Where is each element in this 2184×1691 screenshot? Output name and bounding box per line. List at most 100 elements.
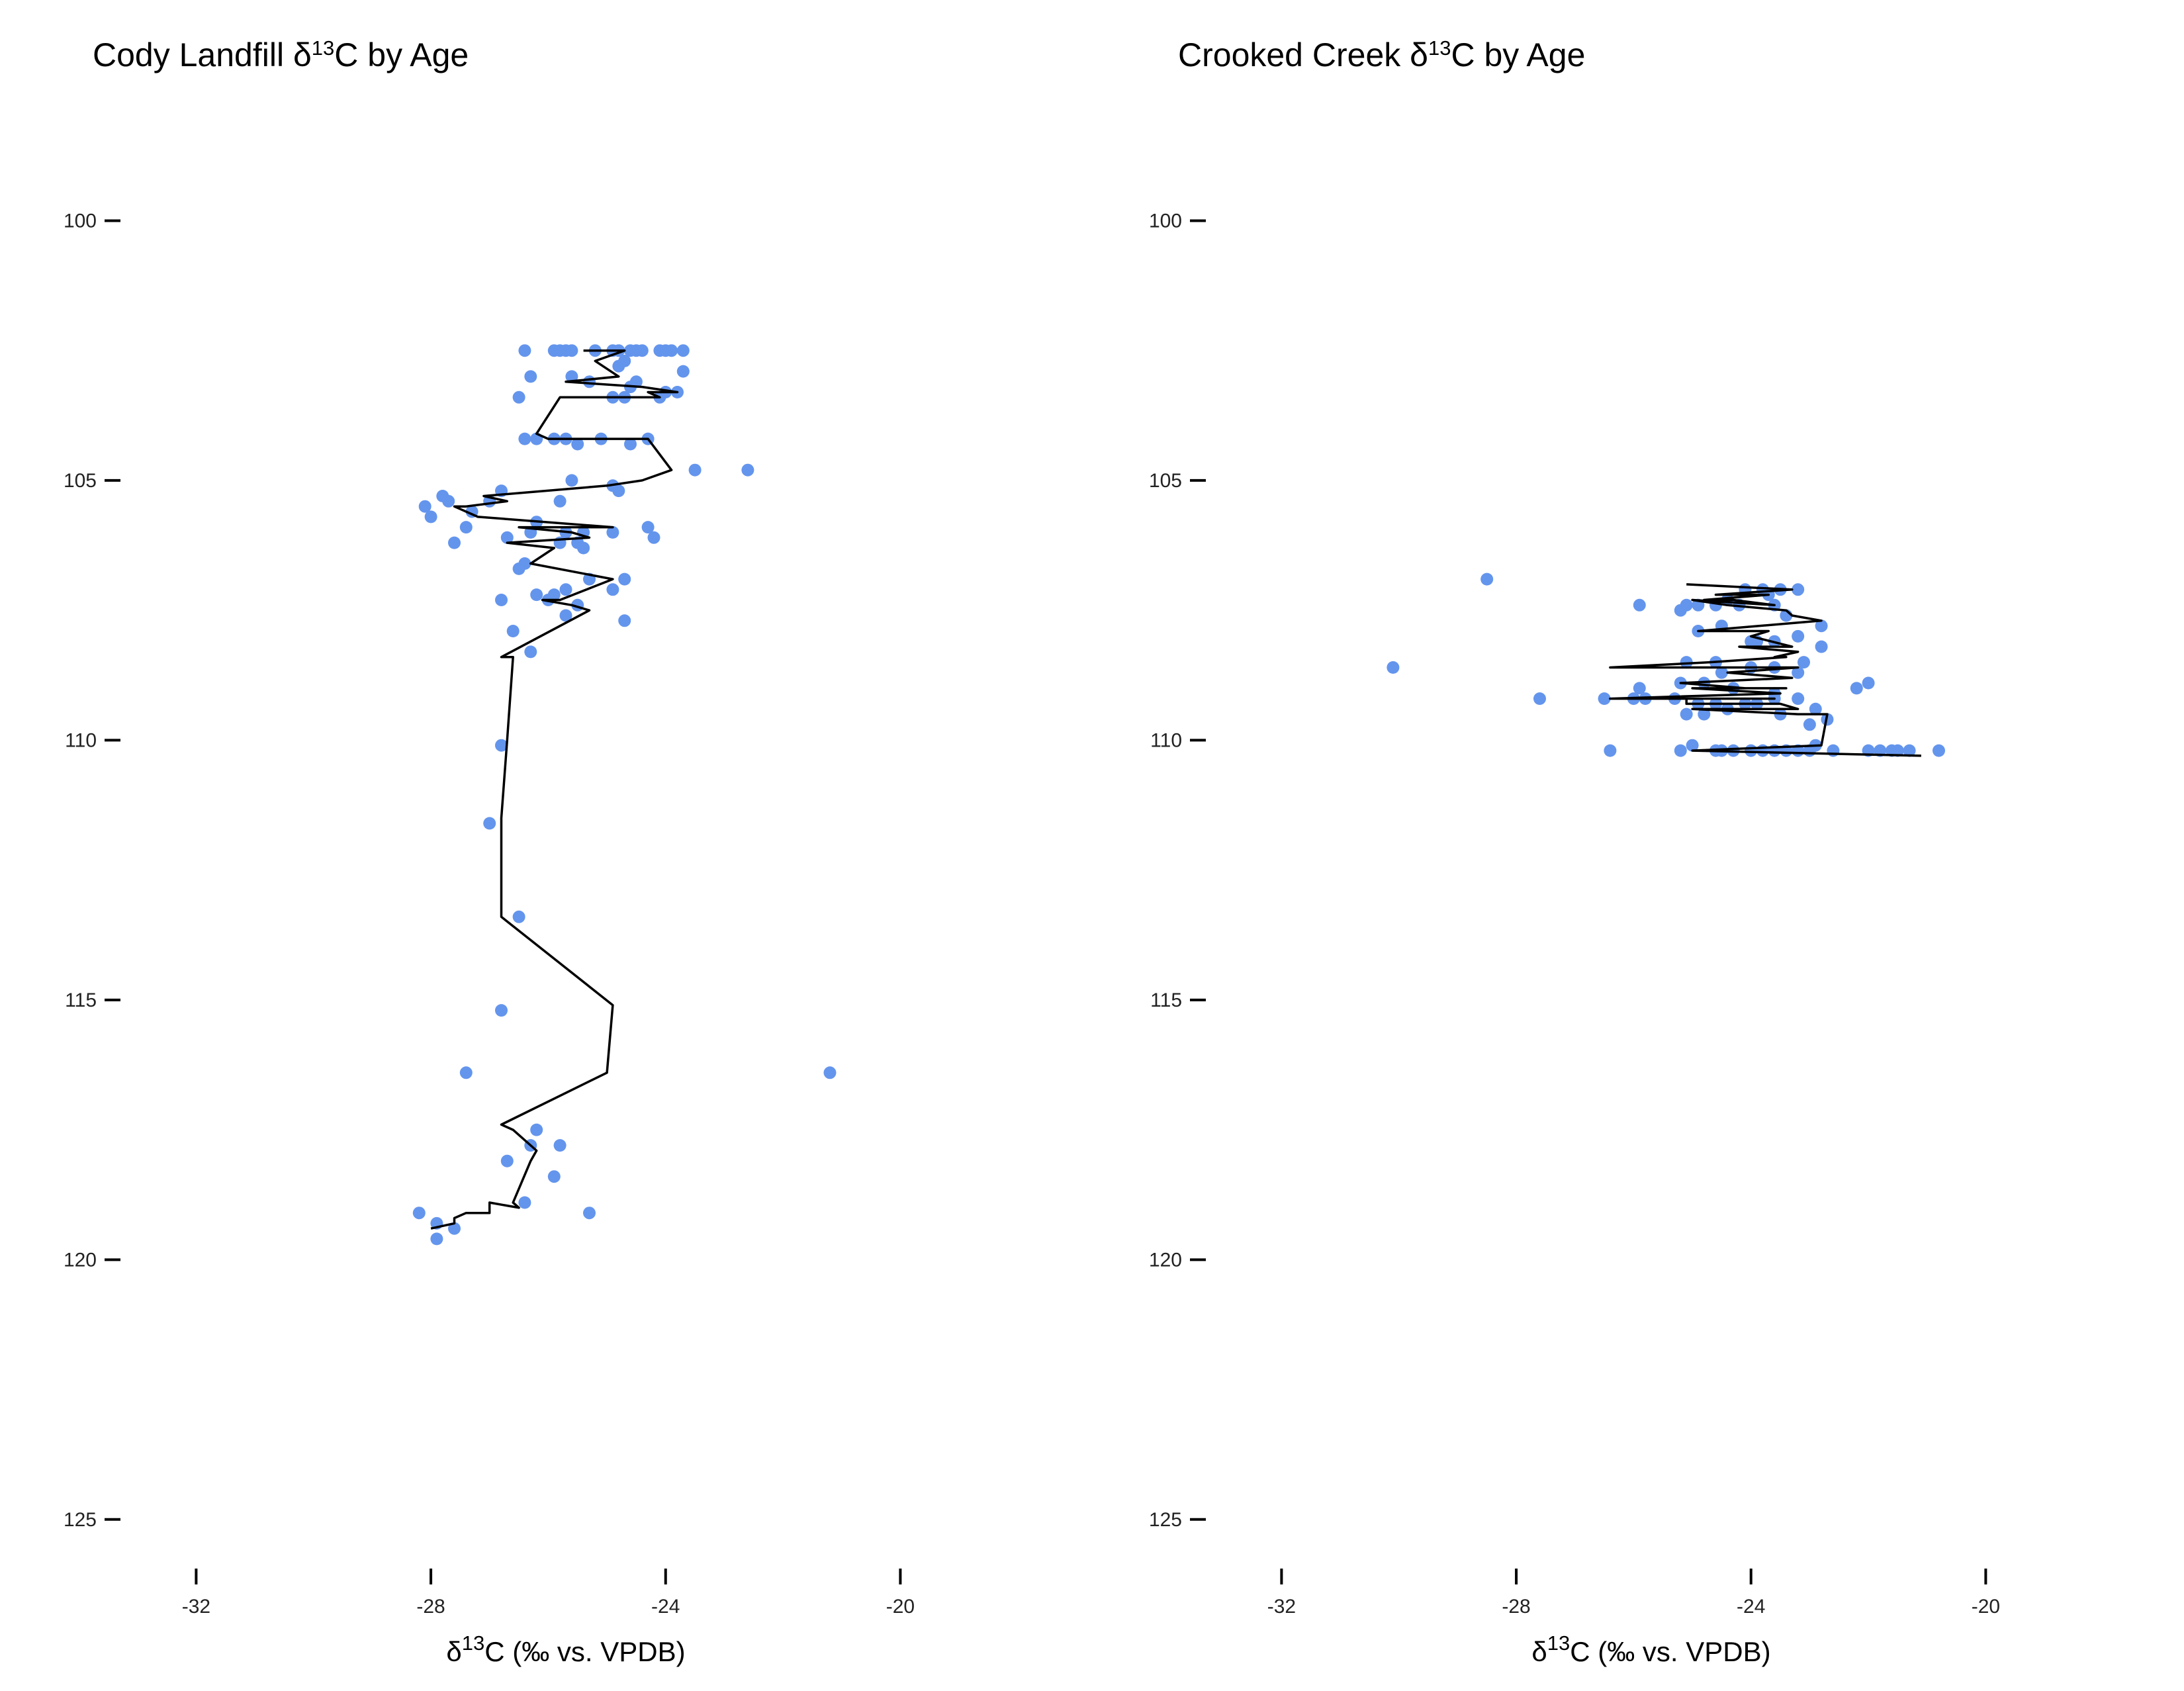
data-point: [1533, 692, 1546, 706]
chart-panel-1: Cody Landfill δ13C by Age100105110115120…: [64, 36, 915, 1668]
data-point: [1792, 692, 1805, 706]
y-tick-label: 110: [1150, 729, 1182, 751]
data-point: [559, 583, 572, 596]
data-point: [500, 531, 514, 544]
data-point: [606, 583, 619, 596]
text-part: C by Age: [334, 36, 469, 73]
series-line: [1609, 583, 1921, 757]
data-point: [1809, 702, 1822, 715]
data-point: [1745, 635, 1758, 648]
data-point: [1633, 598, 1646, 612]
data-points: [412, 344, 837, 1246]
data-point: [571, 437, 584, 451]
data-point: [495, 739, 508, 752]
data-point: [1698, 708, 1711, 721]
text-part: δ: [1531, 1636, 1547, 1667]
data-point: [676, 365, 690, 378]
data-point: [1680, 656, 1693, 669]
data-point: [647, 531, 660, 544]
data-point: [524, 645, 537, 659]
y-tick-label: 115: [65, 989, 97, 1011]
data-point: [741, 463, 754, 477]
data-point: [506, 625, 520, 637]
x-axis-title: δ13C (‰ vs. VPDB): [446, 1631, 685, 1668]
text-part: C by Age: [1451, 36, 1585, 73]
text-part: Crooked Creek δ: [1178, 36, 1428, 73]
superscript: 13: [1547, 1631, 1570, 1655]
data-point: [1792, 666, 1805, 679]
data-point: [1598, 692, 1611, 706]
data-point: [612, 359, 625, 373]
data-point: [448, 536, 461, 549]
data-point: [565, 344, 578, 357]
data-points: [1387, 572, 1945, 757]
data-point: [553, 494, 567, 508]
data-point: [1680, 708, 1693, 721]
data-point: [1792, 629, 1805, 643]
text-part: δ: [446, 1636, 461, 1667]
data-point: [1850, 682, 1863, 695]
data-point: [1862, 676, 1875, 690]
y-tick-label: 120: [1149, 1249, 1182, 1271]
data-point: [823, 1066, 837, 1079]
data-point: [547, 1170, 561, 1183]
data-point: [459, 1066, 473, 1079]
series-line: [430, 349, 679, 1230]
data-point: [606, 526, 619, 539]
y-tick-label: 105: [64, 470, 97, 492]
data-point: [1686, 739, 1699, 752]
data-point: [1815, 619, 1828, 633]
data-point: [483, 817, 496, 830]
data-point: [583, 1207, 596, 1220]
data-point: [1815, 640, 1828, 653]
y-tick-label: 115: [1150, 989, 1182, 1011]
data-point: [1674, 744, 1687, 757]
x-tick-label: -32: [182, 1596, 210, 1618]
data-point: [512, 390, 525, 404]
data-point: [577, 541, 590, 555]
data-point: [665, 344, 678, 357]
data-point: [512, 562, 525, 575]
y-tick-label: 110: [65, 729, 97, 751]
data-point: [459, 521, 473, 534]
x-tick-label: -20: [886, 1596, 915, 1618]
data-point: [635, 344, 649, 357]
text-part: C (‰ vs. VPDB): [484, 1636, 685, 1667]
y-tick-label: 100: [1149, 210, 1182, 232]
data-point: [559, 609, 572, 622]
data-point: [1604, 744, 1617, 757]
data-point: [518, 344, 531, 357]
y-tick-label: 100: [64, 210, 97, 232]
panel-title: Cody Landfill δ13C by Age: [93, 36, 469, 74]
data-point: [512, 910, 525, 923]
x-tick-label: -32: [1267, 1596, 1296, 1618]
x-tick-label: -28: [416, 1596, 445, 1618]
data-point: [448, 1222, 461, 1235]
data-point: [430, 1232, 443, 1246]
panel-title: Crooked Creek δ13C by Age: [1178, 36, 1585, 74]
data-point: [524, 370, 537, 383]
data-point: [518, 1196, 531, 1209]
y-tick-label: 125: [1149, 1509, 1182, 1531]
data-point: [442, 494, 455, 508]
data-point: [1674, 604, 1687, 617]
data-point: [553, 1139, 567, 1152]
data-point: [418, 500, 432, 513]
data-point: [688, 463, 702, 477]
data-point: [1633, 682, 1646, 695]
data-point: [495, 594, 508, 606]
data-point: [1715, 666, 1728, 679]
superscript: 13: [1428, 36, 1451, 60]
data-point: [412, 1207, 426, 1220]
data-point: [1756, 744, 1769, 757]
data-point: [1933, 744, 1945, 757]
data-point: [1480, 572, 1494, 586]
data-point: [530, 588, 543, 602]
data-point: [618, 572, 631, 586]
data-point: [676, 344, 690, 357]
chart-panel-2: Crooked Creek δ13C by Age100105110115120…: [1149, 36, 2000, 1668]
x-axis-title: δ13C (‰ vs. VPDB): [1531, 1631, 1770, 1668]
data-point: [583, 375, 596, 388]
